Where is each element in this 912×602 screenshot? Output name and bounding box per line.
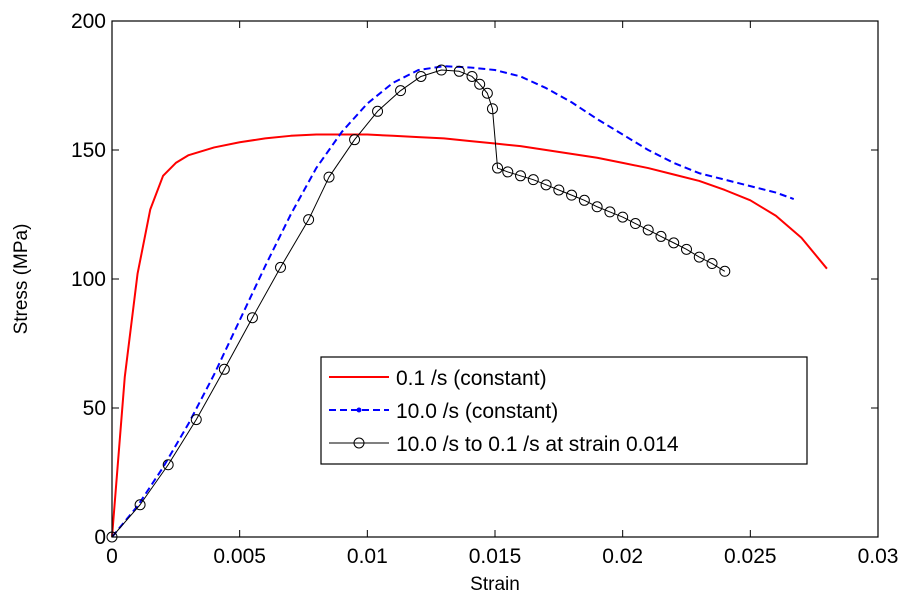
data-point	[134, 499, 146, 511]
x-tick-label: 0.01	[347, 545, 388, 568]
data-point	[655, 230, 667, 242]
data-point	[466, 70, 478, 82]
data-point	[395, 85, 407, 97]
data-point	[415, 70, 427, 82]
x-tick-label: 0.015	[469, 545, 522, 568]
data-point	[719, 265, 731, 277]
data-point	[681, 243, 692, 255]
series-line-0	[111, 133, 828, 538]
legend-marker-1	[356, 407, 362, 413]
data-point	[162, 459, 174, 471]
data-point	[553, 184, 565, 196]
data-point	[668, 237, 680, 249]
legend-label-2: 10.0 /s to 0.1 /s at strain 0.014	[396, 433, 679, 456]
legend-box	[320, 356, 808, 465]
x-axis-title: Strain	[470, 574, 520, 595]
data-point	[453, 65, 465, 77]
data-point	[540, 179, 552, 191]
data-point	[515, 170, 527, 182]
data-point	[591, 201, 603, 213]
y-tick-label: 100	[71, 268, 106, 291]
data-point	[303, 214, 315, 226]
data-point	[246, 312, 258, 324]
x-tick-label: 0.005	[213, 545, 266, 568]
data-point	[323, 171, 335, 183]
series-layer	[106, 64, 828, 543]
x-tick-label: 0.03	[858, 545, 899, 568]
data-point	[578, 194, 590, 206]
data-point	[349, 134, 361, 146]
data-point	[566, 189, 578, 201]
data-point	[372, 105, 384, 117]
axis-layer: 0 0.005 0.01 0.015 0.02 0.025 0.03 0 50 100 150 200	[71, 10, 898, 568]
data-point	[275, 261, 287, 273]
x-tick-label: 0.02	[602, 545, 643, 568]
data-point	[693, 251, 705, 263]
y-tick-label: 50	[83, 397, 106, 420]
data-point	[486, 103, 498, 115]
data-point	[502, 166, 514, 178]
data-point	[604, 206, 616, 218]
data-point	[190, 414, 202, 426]
data-point	[481, 87, 493, 99]
legend-label-1: 10.0 /s (constant)	[396, 400, 558, 423]
data-point	[492, 162, 504, 174]
series-line-2	[111, 69, 726, 538]
x-tick-label: 0	[106, 545, 118, 568]
data-point	[617, 211, 629, 223]
legend-marker-2	[353, 437, 365, 449]
y-axis-title: Stress (MPa)	[11, 224, 32, 335]
x-tick-label: 0.025	[724, 545, 777, 568]
data-point	[527, 174, 539, 186]
legend-label-0: 0.1 /s (constant)	[396, 367, 547, 390]
data-point	[218, 363, 230, 375]
data-point	[435, 64, 447, 76]
data-point	[474, 78, 486, 90]
y-tick-label: 150	[71, 139, 106, 162]
y-tick-label: 200	[71, 10, 106, 33]
data-point	[706, 258, 718, 270]
legend: 0.1 /s (constant) 10.0 /s (constant) 10.…	[320, 356, 808, 465]
data-point	[642, 224, 654, 236]
y-tick-label: 0	[94, 526, 106, 549]
data-point	[629, 218, 641, 230]
